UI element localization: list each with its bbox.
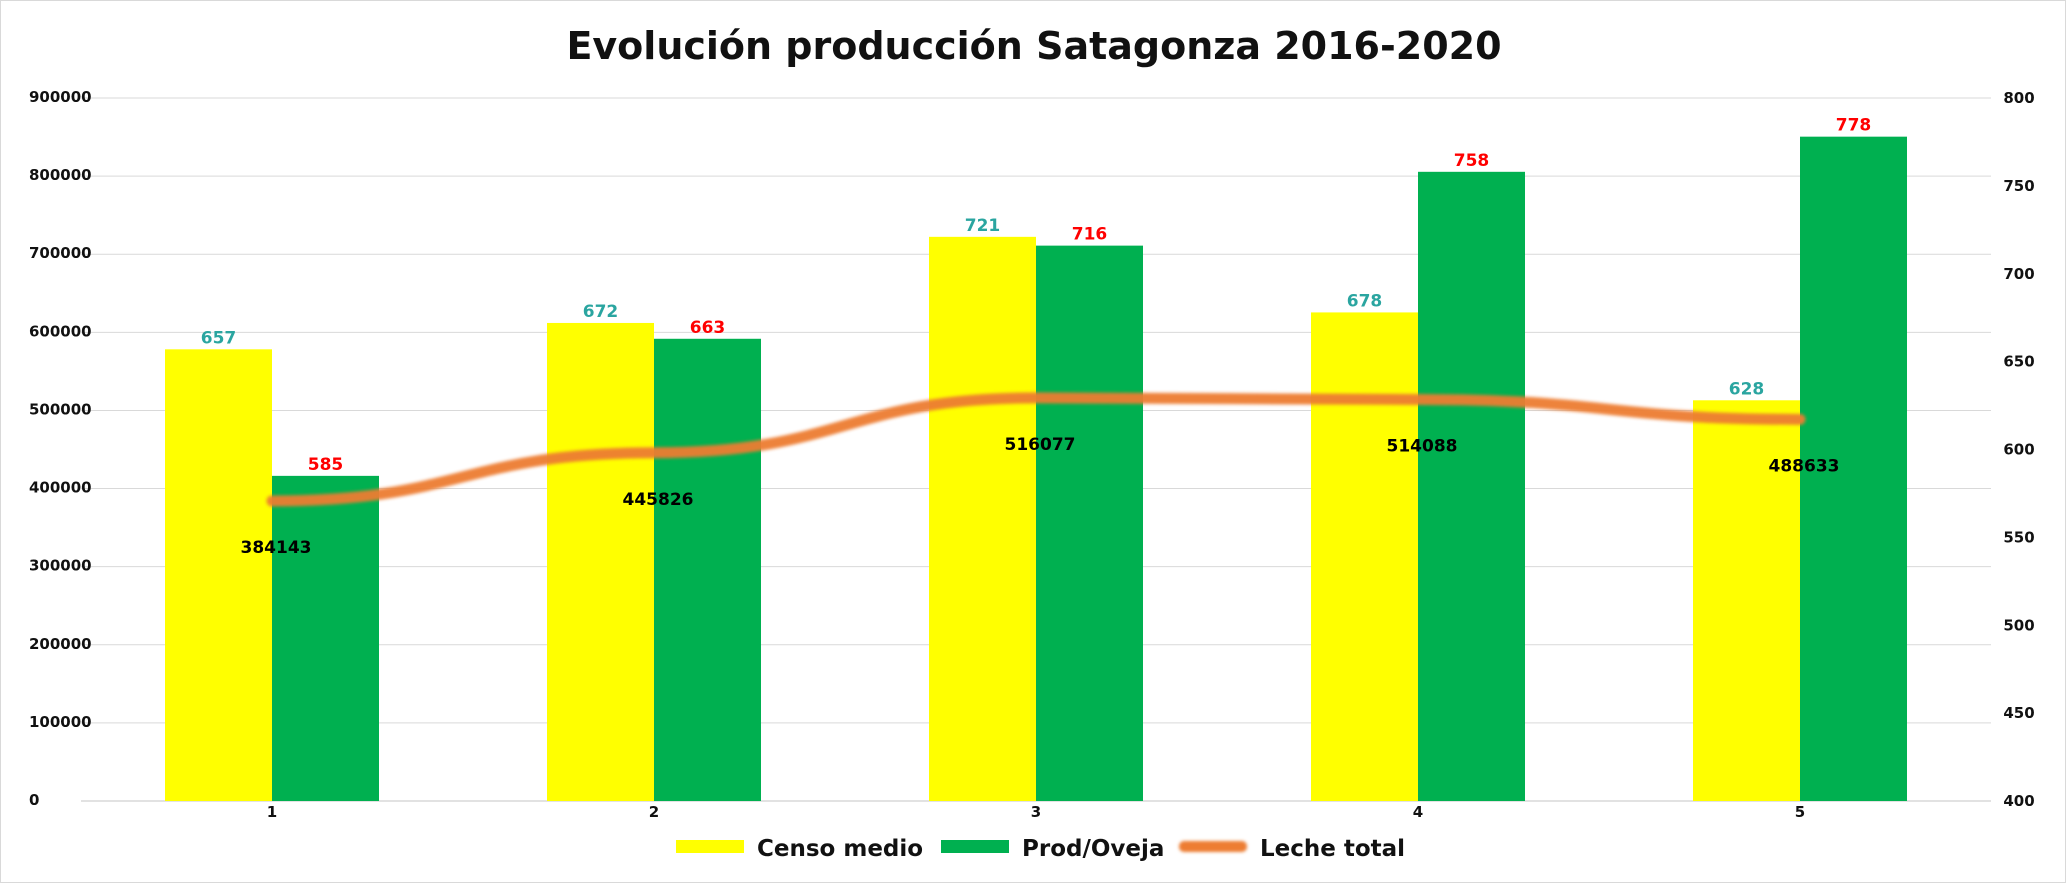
- right-axis-tick-label: 500: [2003, 616, 2034, 634]
- bar-data-label: 672: [583, 302, 619, 322]
- right-axis-tick-label: 750: [2003, 177, 2034, 195]
- left-axis-tick-label: 400000: [29, 479, 92, 497]
- bar-data-label: 721: [965, 216, 1001, 236]
- bar-censo-medio: [1693, 400, 1800, 801]
- right-axis-tick-label: 450: [2003, 704, 2034, 722]
- bar-prod-oveja: [1800, 136, 1907, 802]
- legend: Censo medio Prod/Oveja Leche total: [676, 836, 1405, 862]
- bar-censo-medio: [547, 322, 654, 801]
- line-data-label: 488633: [1769, 456, 1840, 476]
- left-axis-tick-label: 900000: [29, 88, 92, 106]
- legend-swatch-censo-medio: [676, 840, 744, 853]
- bar-data-label: 758: [1454, 151, 1490, 171]
- right-axis-tick-label: 800: [2003, 89, 2034, 107]
- legend-swatch-leche-total: [1179, 841, 1247, 852]
- right-axis-tick-label: 700: [2003, 265, 2034, 283]
- x-axis-tick-label: 5: [1795, 803, 1805, 821]
- left-axis-tick-label: 0: [29, 791, 39, 809]
- bar-prod-oveja: [1036, 245, 1143, 801]
- line-data-label: 516077: [1005, 435, 1076, 455]
- right-axis-tick-label: 550: [2003, 528, 2034, 546]
- bar-prod-oveja: [654, 338, 761, 801]
- bar-prod-oveja: [1418, 171, 1525, 801]
- left-axis-tick-label: 600000: [29, 322, 92, 340]
- line-series: [266, 392, 1806, 507]
- right-axis-tick-label: 650: [2003, 353, 2034, 371]
- bar-prod-oveja: [272, 475, 379, 801]
- bar-data-label: 778: [1836, 116, 1872, 136]
- chart-title: Evolución producción Satagonza 2016-2020: [566, 24, 1501, 68]
- bar-censo-medio: [929, 236, 1036, 801]
- bar-data-label: 585: [308, 455, 344, 475]
- bar-data-label: 663: [690, 318, 726, 338]
- x-axis-tick-label: 3: [1031, 803, 1041, 821]
- left-axis-tick-label: 700000: [29, 244, 92, 262]
- left-axis-tick-label: 100000: [29, 713, 92, 731]
- left-axis-tick-label: 800000: [29, 166, 92, 184]
- x-axis: 1 2 3 4 5: [267, 803, 1805, 821]
- left-axis-tick-label: 200000: [29, 635, 92, 653]
- bar-censo-medio: [165, 349, 272, 801]
- bar-data-label: 716: [1072, 225, 1108, 245]
- line-data-label: 384143: [241, 538, 312, 558]
- right-axis-tick-label: 600: [2003, 441, 2034, 459]
- bar-censo-medio: [1311, 312, 1418, 801]
- left-axis-tick-label: 500000: [29, 400, 92, 418]
- legend-label: Censo medio: [757, 836, 923, 862]
- right-y-axis: 400 450 500 550 600 650 700 750 800: [2003, 89, 2034, 810]
- line-data-label: 445826: [623, 490, 694, 510]
- line-leche-total: [266, 392, 1806, 507]
- bars: [165, 136, 1907, 802]
- bar-data-label: 678: [1347, 291, 1383, 311]
- x-axis-tick-label: 2: [649, 803, 659, 821]
- legend-label: Prod/Oveja: [1022, 836, 1164, 862]
- line-data-label: 514088: [1387, 436, 1458, 456]
- x-axis-tick-label: 4: [1413, 803, 1423, 821]
- bar-data-label: 657: [201, 328, 237, 348]
- legend-swatch-prod-oveja: [941, 840, 1009, 853]
- left-y-axis: 0 100000 200000 300000 400000 500000 600000 700…: [29, 88, 92, 809]
- x-axis-tick-label: 1: [267, 803, 277, 821]
- left-axis-tick-label: 300000: [29, 557, 92, 575]
- right-axis-tick-label: 400: [2003, 792, 2034, 810]
- data-labels: 657 672 721 678 628 585 663 716 758 778 384143 4458…: [201, 116, 1872, 558]
- legend-label: Leche total: [1260, 836, 1405, 862]
- bar-data-label: 628: [1729, 379, 1765, 399]
